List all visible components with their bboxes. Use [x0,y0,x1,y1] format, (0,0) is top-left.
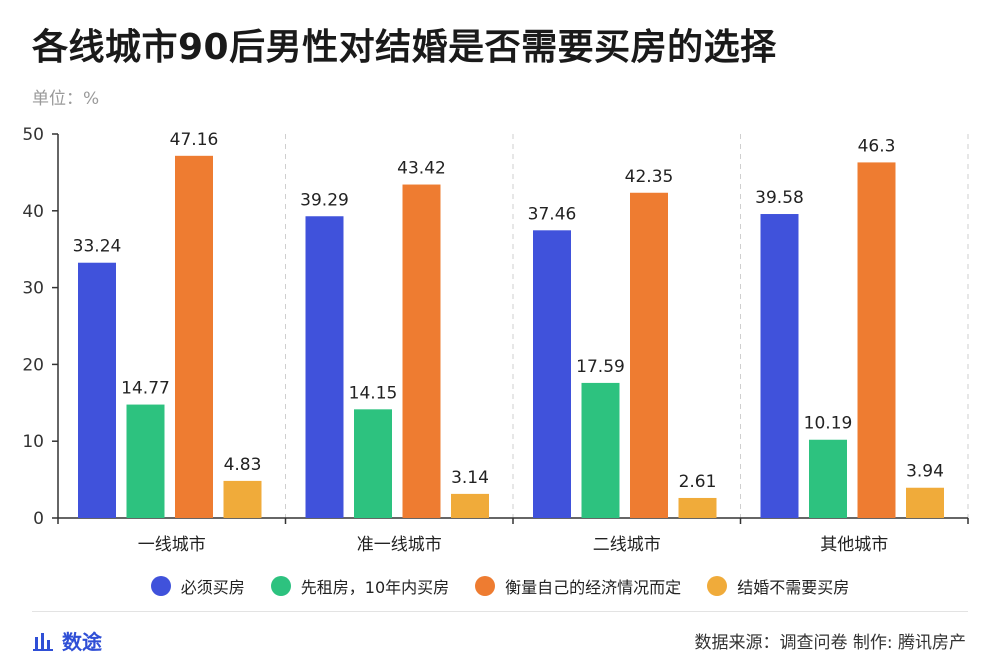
data-label: 37.46 [528,204,577,224]
bar [223,480,262,518]
brand-logo: 数途 [32,626,102,655]
bar [402,184,441,518]
y-tick-label: 40 [22,202,44,222]
x-tick-label: 二线城市 [593,535,661,555]
data-label: 17.59 [576,357,625,377]
data-label: 3.14 [451,468,489,488]
legend-item: 结婚不需要买房 [707,574,849,598]
y-tick-label: 50 [22,125,44,145]
data-label: 39.58 [755,188,804,208]
data-label: 39.29 [300,190,349,210]
bar [78,262,116,518]
bar [809,439,847,518]
x-tick-label: 一线城市 [138,535,206,555]
footer-divider [32,611,968,612]
bar [175,155,213,518]
legend: 必须买房 先租房，10年内买房 衡量自己的经济情况而定 结婚不需要买房 [0,574,1000,598]
legend-swatch [150,576,171,596]
legend-item: 先租房，10年内买房 [270,574,450,598]
unit-label: 单位：% [32,89,100,109]
source-note: 数据来源：调查问卷 制作: 腾讯房产 [694,633,966,653]
legend-label: 先租房，10年内买房 [300,578,450,597]
bar [305,216,344,518]
bar [533,230,571,519]
legend-swatch [475,576,496,596]
y-tick-label: 0 [33,509,44,529]
legend-item: 衡量自己的经济情况而定 [475,574,681,598]
data-label: 14.15 [349,383,398,403]
data-label: 46.3 [858,136,896,156]
y-tick-label: 30 [22,279,44,299]
legend-item: 必须买房 [150,574,245,598]
data-label: 47.16 [170,130,219,150]
bar [906,487,944,518]
y-tick-label: 10 [22,432,44,452]
bar [760,214,799,518]
data-label: 10.19 [804,414,853,434]
legend-swatch [270,576,291,596]
data-label: 43.42 [397,159,446,179]
brand-name: 数途 [62,630,102,654]
data-label: 4.83 [224,455,262,475]
legend-swatch [707,576,728,596]
x-tick-label: 其他城市 [820,535,888,555]
bar [451,493,489,518]
bar [678,497,717,518]
chart-title: 各线城市90后男性对结婚是否需要买房的选择 [32,27,777,68]
legend-label: 衡量自己的经济情况而定 [505,578,682,597]
legend-label: 必须买房 [180,578,245,597]
bar [630,192,668,518]
data-label: 3.94 [906,462,944,482]
data-label: 42.35 [625,167,674,187]
data-label: 33.24 [73,237,122,257]
data-label: 2.61 [679,472,717,492]
bar-chart-icon [33,632,53,651]
bar [857,162,896,518]
legend-label: 结婚不需要买房 [737,578,850,597]
bar-chart: 0 10 20 30 40 50 33.24 14.77 47.16 4.83 一线城市 39.29 1… [22,125,969,555]
bar [354,409,392,518]
x-tick-label: 准一线城市 [357,535,442,555]
data-label: 14.77 [121,379,170,399]
bar [126,404,165,518]
y-tick-label: 20 [22,355,44,375]
bar [581,382,620,518]
